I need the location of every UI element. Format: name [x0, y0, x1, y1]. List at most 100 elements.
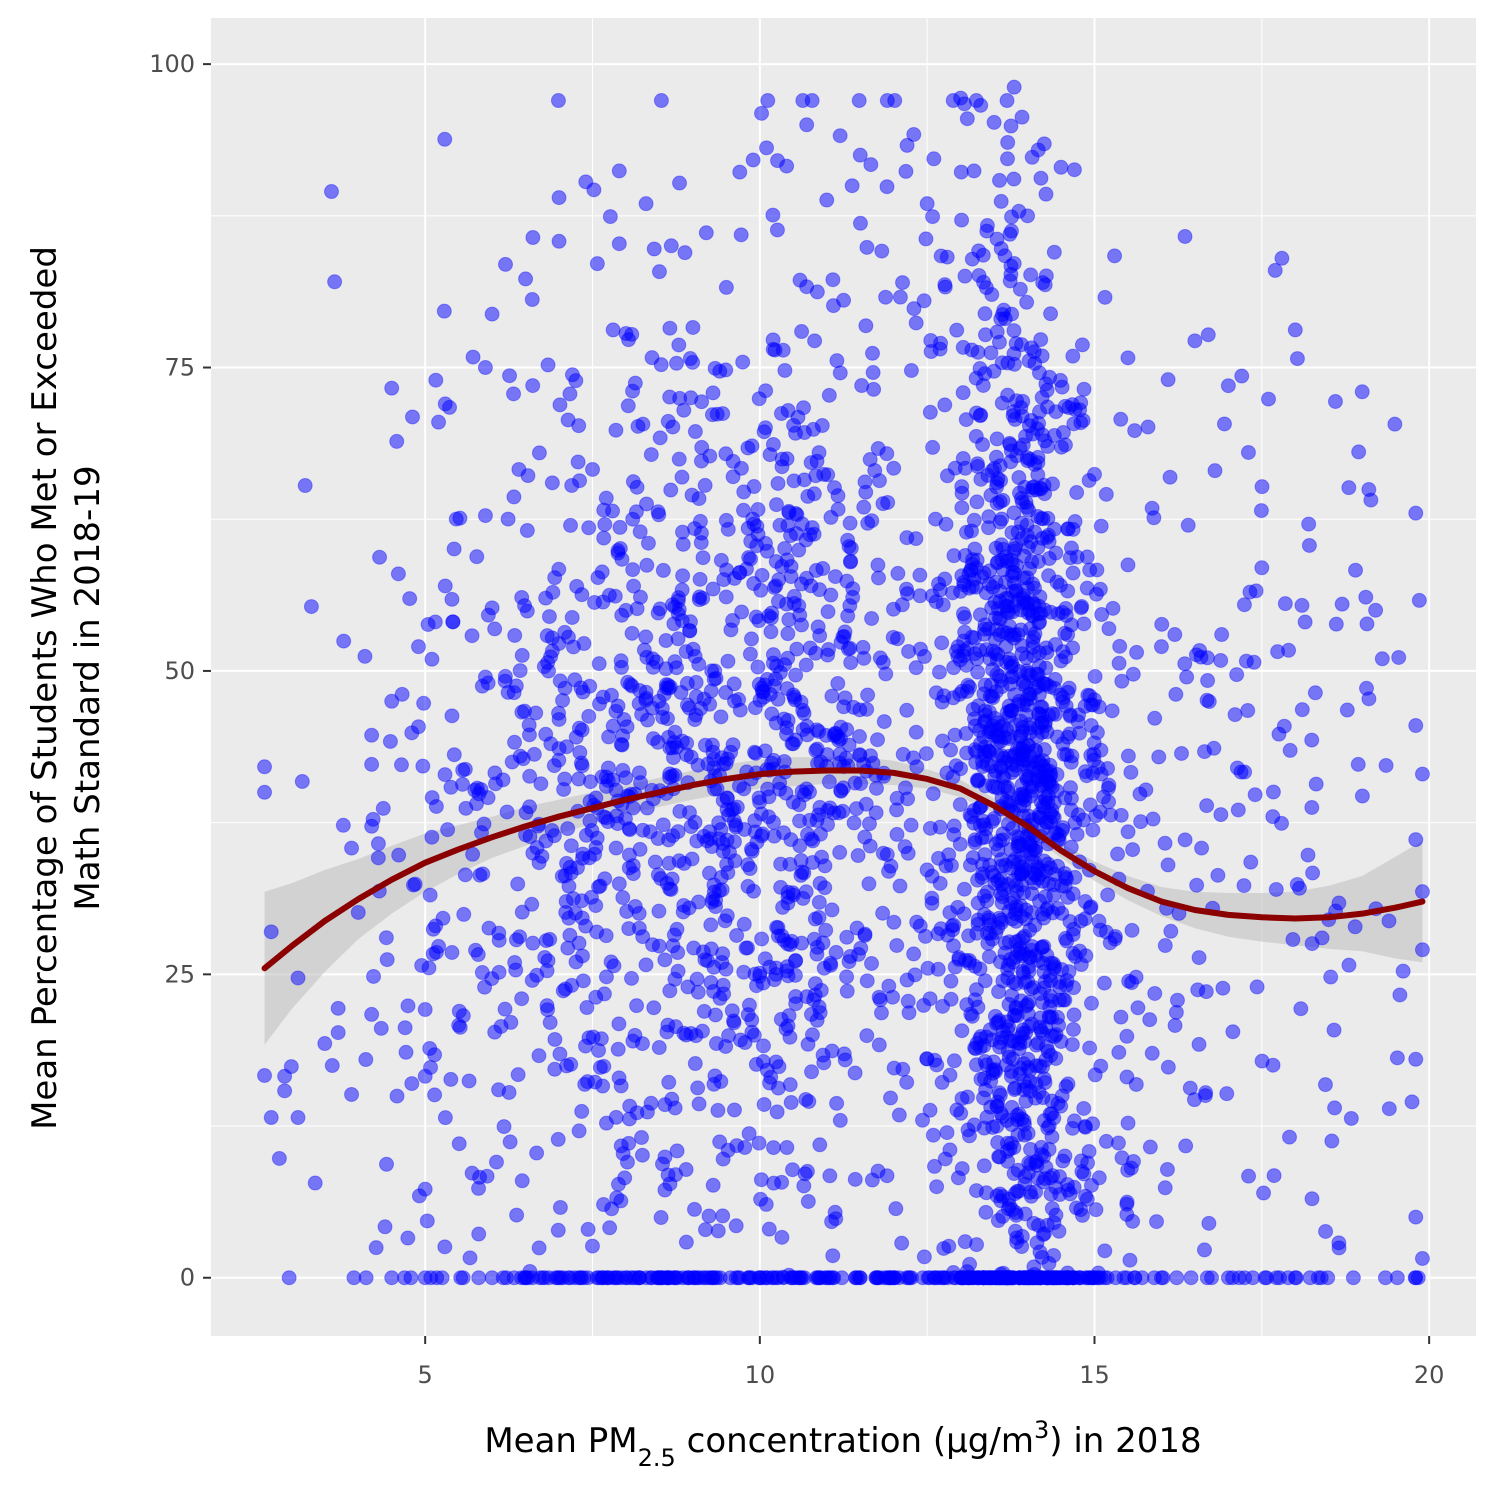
data-point [621, 860, 637, 876]
data-point [1049, 574, 1065, 590]
data-point [1040, 900, 1056, 916]
data-point [1246, 654, 1262, 670]
data-point [1234, 368, 1250, 384]
data-point [647, 854, 663, 870]
data-point [1019, 294, 1035, 310]
data-point [1128, 1076, 1144, 1092]
data-point [1261, 391, 1277, 407]
data-point [794, 576, 810, 592]
data-point [1097, 289, 1113, 305]
data-point [507, 734, 523, 750]
data-point [1192, 642, 1208, 658]
data-point [679, 675, 695, 691]
data-point [936, 1240, 952, 1256]
data-point [443, 779, 459, 795]
data-point [1119, 1028, 1135, 1044]
data-point [868, 780, 884, 796]
data-point [257, 1068, 273, 1084]
data-point [969, 494, 985, 510]
data-point [1294, 597, 1310, 613]
data-point [1201, 1215, 1217, 1231]
data-point [802, 527, 818, 543]
data-point [1036, 964, 1052, 980]
data-point [574, 948, 590, 964]
data-point [1162, 469, 1178, 485]
data-point [1058, 608, 1074, 624]
data-point [1219, 1086, 1235, 1102]
data-point [621, 1135, 637, 1151]
data-point [1006, 323, 1022, 339]
data-point [1326, 1022, 1342, 1038]
data-point [389, 1088, 405, 1104]
data-point [748, 609, 764, 625]
data-point [1054, 1088, 1070, 1104]
data-point [1207, 463, 1223, 479]
data-point [1341, 957, 1357, 973]
data-point [1025, 426, 1041, 442]
data-point [539, 628, 555, 644]
data-point [860, 515, 876, 531]
data-point [852, 147, 868, 163]
data-point [861, 876, 877, 892]
data-point [968, 1057, 984, 1073]
data-point [859, 973, 875, 989]
data-point [1301, 516, 1317, 532]
data-point [621, 847, 637, 863]
data-point [1093, 518, 1109, 534]
data-point [1027, 355, 1043, 371]
data-point [777, 362, 793, 378]
data-point [1124, 922, 1140, 938]
data-point [885, 629, 901, 645]
data-point [766, 1175, 782, 1191]
data-point [933, 921, 949, 937]
data-point [723, 622, 739, 638]
data-point [720, 521, 736, 537]
data-point [931, 664, 947, 680]
data-point [978, 1204, 994, 1220]
data-point [696, 691, 712, 707]
data-point [977, 306, 993, 322]
data-point [854, 378, 870, 394]
data-point [594, 564, 610, 580]
data-point [603, 954, 619, 970]
data-point [330, 1025, 346, 1041]
data-point [551, 752, 567, 768]
data-point [404, 409, 420, 425]
data-point [1289, 876, 1305, 892]
data-point [999, 1135, 1015, 1151]
data-point [1408, 505, 1424, 521]
data-point [971, 772, 987, 788]
data-point [1006, 505, 1022, 521]
data-point [975, 247, 991, 263]
data-point [1307, 685, 1323, 701]
data-point [1036, 136, 1052, 152]
data-point [976, 565, 992, 581]
data-point [1167, 1018, 1183, 1034]
data-point [685, 641, 701, 657]
data-point [317, 1036, 333, 1052]
data-point [1339, 702, 1355, 718]
data-point [687, 814, 703, 830]
data-point [653, 1270, 669, 1286]
data-point [462, 1250, 478, 1266]
data-point [655, 562, 671, 578]
data-point [967, 541, 983, 557]
data-point [638, 1270, 654, 1286]
data-point [1274, 250, 1290, 266]
data-point [776, 825, 792, 841]
data-point [828, 944, 844, 960]
data-point [1288, 1270, 1304, 1286]
data-point [809, 946, 825, 962]
data-point [693, 535, 709, 551]
data-point [954, 1161, 970, 1177]
data-point [865, 345, 881, 361]
data-point [922, 991, 938, 1007]
data-point [802, 812, 818, 828]
data-point [1302, 1270, 1318, 1286]
data-point [1304, 936, 1320, 952]
data-point [552, 397, 568, 413]
data-point [595, 1078, 611, 1094]
data-point [372, 549, 388, 565]
data-point [586, 182, 602, 198]
data-point [391, 847, 407, 863]
